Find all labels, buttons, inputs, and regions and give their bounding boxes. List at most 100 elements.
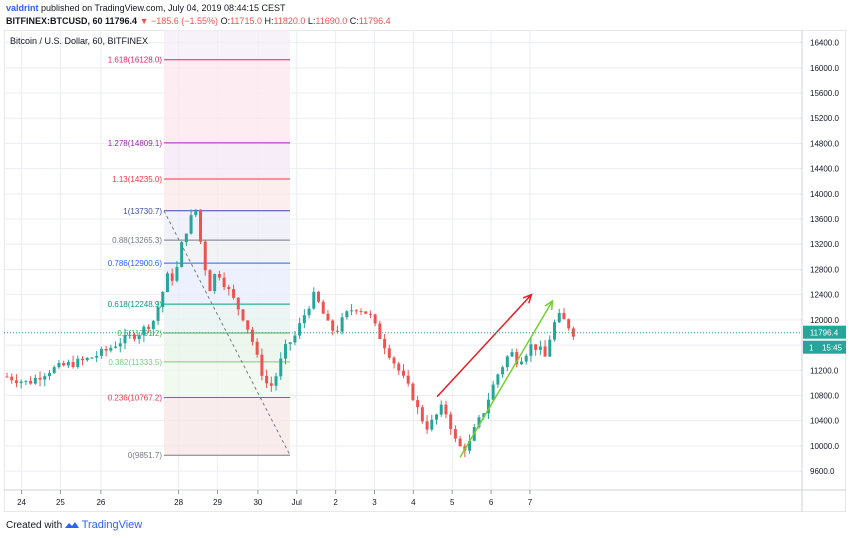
y-tick-label: 12400.0 <box>810 291 839 300</box>
candle-body <box>406 375 410 384</box>
candle-body <box>208 270 212 292</box>
candle-body <box>335 330 339 332</box>
candle-body <box>203 241 207 271</box>
candle-body <box>557 312 561 323</box>
fib-zone <box>164 179 290 211</box>
candle-body <box>147 326 151 329</box>
candle-body <box>269 383 273 386</box>
fib-level-label: 0.236(10767.2) <box>108 394 163 403</box>
x-tick-label: 30 <box>253 498 262 507</box>
fib-zone <box>164 240 290 264</box>
last-price: 11796.4 <box>105 16 138 26</box>
candle-body <box>519 361 523 365</box>
trend-arrow-head <box>522 293 533 304</box>
trend-line <box>436 294 532 398</box>
publish-info: valdrint published on TradingView.com, J… <box>6 3 286 13</box>
y-tick-label: 9600.0 <box>810 467 835 476</box>
candle-body <box>288 342 292 345</box>
candle-body <box>321 301 325 314</box>
candle-body <box>477 417 481 428</box>
candle-body <box>132 334 136 340</box>
fib-level-label: 0.786(12900.6) <box>108 259 163 268</box>
price-chart[interactable]: 0(9851.7) 0.236(10767.2) 0.382(11333.5) 0.5… <box>4 30 846 512</box>
candle-body <box>435 414 439 420</box>
candle-body <box>553 322 557 340</box>
candle-body <box>444 404 448 415</box>
candle-body <box>255 341 259 355</box>
candle-body <box>222 277 226 288</box>
candle-body <box>378 323 382 340</box>
y-tick-label: 15200.0 <box>810 114 839 123</box>
axes: 9600.010000.010400.010800.011200.011600.… <box>4 30 846 512</box>
last-price-tag-label: 11796.4 <box>810 329 839 338</box>
candle-body <box>571 328 575 337</box>
candle-body <box>293 335 297 343</box>
candle-body <box>227 287 231 290</box>
candle-body <box>170 273 174 281</box>
open-value: 11715.0 <box>230 16 262 26</box>
candle-body <box>331 320 335 331</box>
candle-body <box>38 377 42 380</box>
candle-body <box>29 380 33 384</box>
fib-level-label: 0.382(11333.5) <box>108 358 162 367</box>
candle-body <box>449 414 453 430</box>
tradingview-brand[interactable]: TradingView <box>81 519 143 531</box>
candle-body <box>283 344 287 359</box>
chart-title: Bitcoin / U.S. Dollar, 60, BITFINEX <box>10 36 148 46</box>
fib-zone <box>164 142 290 180</box>
x-tick-label: 3 <box>372 498 377 507</box>
candle-body <box>194 209 198 216</box>
candle-body <box>397 363 401 371</box>
candle-body <box>416 400 420 408</box>
x-tick-label: 2 <box>333 498 338 507</box>
candle-body <box>241 309 245 321</box>
candle-body <box>114 346 118 348</box>
candle-body <box>104 348 108 351</box>
ohlc-values: O:11715.0 H:11820.0 L:11690.0 C:11796.4 <box>220 16 391 26</box>
x-tick-label: 26 <box>96 498 105 507</box>
fib-zone <box>164 30 290 60</box>
publish-date: published on TradingView.com, July 04, 2… <box>41 3 286 13</box>
candle-body <box>453 429 457 439</box>
trend-line <box>459 300 554 458</box>
low-value: 11690.0 <box>315 16 348 26</box>
candle-body <box>401 370 405 376</box>
candle-body <box>71 362 75 367</box>
candle-body <box>524 355 528 362</box>
candle-body <box>510 352 514 357</box>
fib-level-label: 1.618(16128.0) <box>108 56 163 65</box>
candle-body <box>10 376 14 381</box>
y-tick-label: 12000.0 <box>810 316 839 325</box>
candle-body <box>529 344 533 356</box>
candle-body <box>189 215 193 234</box>
candle-body <box>43 376 47 380</box>
candle-body <box>118 343 122 347</box>
candle-body <box>430 419 434 430</box>
x-tick-label: 24 <box>17 498 26 507</box>
fib-zone <box>164 210 290 241</box>
candle-body <box>486 399 490 414</box>
x-tick-label: 25 <box>56 498 65 507</box>
fib-retracement[interactable]: 0(9851.7) 0.236(10767.2) 0.382(11333.5) 0.5… <box>108 56 291 460</box>
trend-lines[interactable] <box>436 293 554 458</box>
candle-body <box>76 358 80 367</box>
fib-level-label: 0.5(11791.2) <box>117 329 162 338</box>
author-link[interactable]: valdrint <box>6 3 39 13</box>
candle-body <box>199 209 203 242</box>
fib-level-label: 1.278(14809.1) <box>108 139 163 148</box>
footer: Created with TradingView <box>6 519 142 531</box>
fib-level-label: 0(9851.7) <box>128 451 163 460</box>
candle-body <box>99 348 103 356</box>
candle-body <box>5 376 9 378</box>
candle-body <box>62 362 66 366</box>
candle-body <box>298 323 302 336</box>
countdown-tag <box>803 340 846 354</box>
candle-body <box>458 438 462 447</box>
fib-zone <box>164 304 290 334</box>
candle-body <box>515 352 519 365</box>
y-tick-label: 12800.0 <box>810 265 839 274</box>
candle-body <box>33 377 37 384</box>
candle-body <box>312 291 316 309</box>
candle-body <box>142 326 146 336</box>
candle-body <box>302 315 306 324</box>
